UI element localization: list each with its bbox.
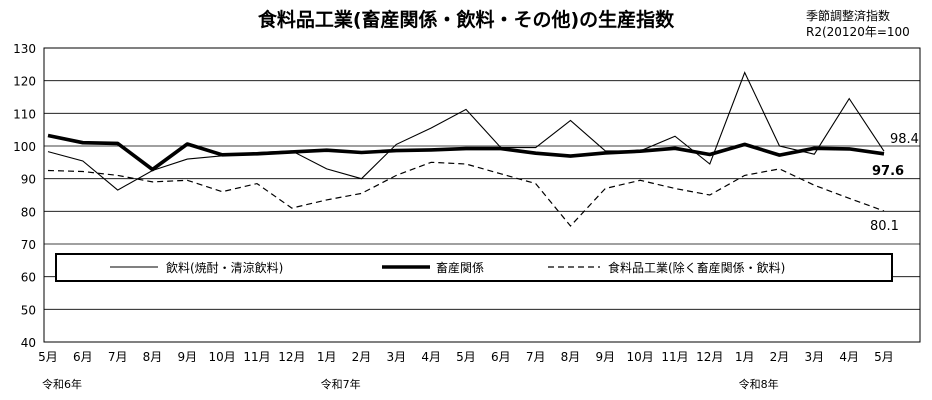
x-tick-label-16: 9月 [596, 350, 616, 364]
x-tick-label-0: 5月 [38, 350, 58, 364]
y-tick-label-70: 70 [21, 238, 36, 252]
index-note-line-1: 季節調整済指数 [806, 8, 890, 23]
x-tick-label-21: 2月 [770, 350, 790, 364]
legend-label-livestock: 畜産関係 [436, 260, 484, 275]
x-tick-label-2: 7月 [108, 350, 128, 364]
x-tick-label-14: 7月 [526, 350, 546, 364]
x-tick-label-8: 1月 [317, 350, 337, 364]
era-label-20: 令和8年 [739, 377, 779, 391]
x-tick-label-7: 12月 [278, 350, 305, 364]
legend-label-other-food: 食料品工業(除く畜産関係・飲料) [608, 260, 785, 275]
y-tick-label-120: 120 [13, 75, 36, 89]
x-tick-label-19: 12月 [696, 350, 723, 364]
y-axis: 40 50 60 70 80 90 100 110 120 130 [13, 42, 36, 350]
era-label-0: 令和6年 [42, 377, 82, 391]
y-tick-label-80: 80 [21, 205, 36, 219]
x-tick-label-5: 10月 [209, 350, 236, 364]
y-tick-label-50: 50 [21, 303, 36, 317]
index-note-line-2: R2(20120年=100 [806, 25, 910, 39]
x-tick-label-10: 3月 [387, 350, 407, 364]
x-tick-label-17: 10月 [627, 350, 654, 364]
y-tick-label-90: 90 [21, 173, 36, 187]
x-tick-label-4: 9月 [178, 350, 198, 364]
y-tick-label-40: 40 [21, 336, 36, 350]
end-label-other-food: 80.1 [870, 219, 899, 234]
plot-area [43, 47, 921, 343]
y-tick-label-130: 130 [13, 42, 36, 56]
x-tick-label-24: 5月 [874, 350, 894, 364]
legend-label-beverage: 飲料(焼酎・清涼飲料) [166, 260, 283, 275]
series-line-dashed [47, 161, 885, 227]
x-tick-label-9: 2月 [352, 350, 372, 364]
x-tick-label-22: 3月 [805, 350, 825, 364]
era-labels: 令和6年 令和7年 令和8年 [42, 377, 779, 391]
y-tick-label-110: 110 [13, 107, 36, 121]
x-tick-label-12: 5月 [456, 350, 476, 364]
legend: 飲料(焼酎・清涼飲料) 畜産関係 食料品工業(除く畜産関係・飲料) [55, 253, 893, 282]
series-line-thick [47, 133, 885, 172]
chart-title: 食料品工業(畜産関係・飲料・その他)の生産指数 [258, 8, 675, 31]
end-label-beverage: 98.4 [890, 132, 919, 147]
y-tick-label-60: 60 [21, 271, 36, 285]
x-tick-label-3: 8月 [143, 350, 163, 364]
x-tick-label-13: 6月 [491, 350, 511, 364]
x-tick-label-20: 1月 [735, 350, 755, 364]
series-line-thin [47, 71, 885, 191]
x-tick-label-18: 11月 [661, 350, 688, 364]
x-tick-label-15: 8月 [561, 350, 581, 364]
x-tick-label-1: 6月 [73, 350, 93, 364]
x-tick-label-23: 4月 [839, 350, 859, 364]
x-axis: 5月 6月 7月 8月 9月 10月 11月 12月 1月 2月 3月 4月 5月 6月 7月 8月 9月 10月… [38, 350, 894, 364]
era-label-8: 令和7年 [321, 377, 361, 391]
y-tick-label-100: 100 [13, 140, 36, 154]
x-tick-label-11: 4月 [421, 350, 441, 364]
x-tick-label-6: 11月 [243, 350, 270, 364]
series-lines [47, 71, 885, 227]
end-label-livestock: 97.6 [872, 164, 904, 179]
legend-box [55, 253, 893, 282]
